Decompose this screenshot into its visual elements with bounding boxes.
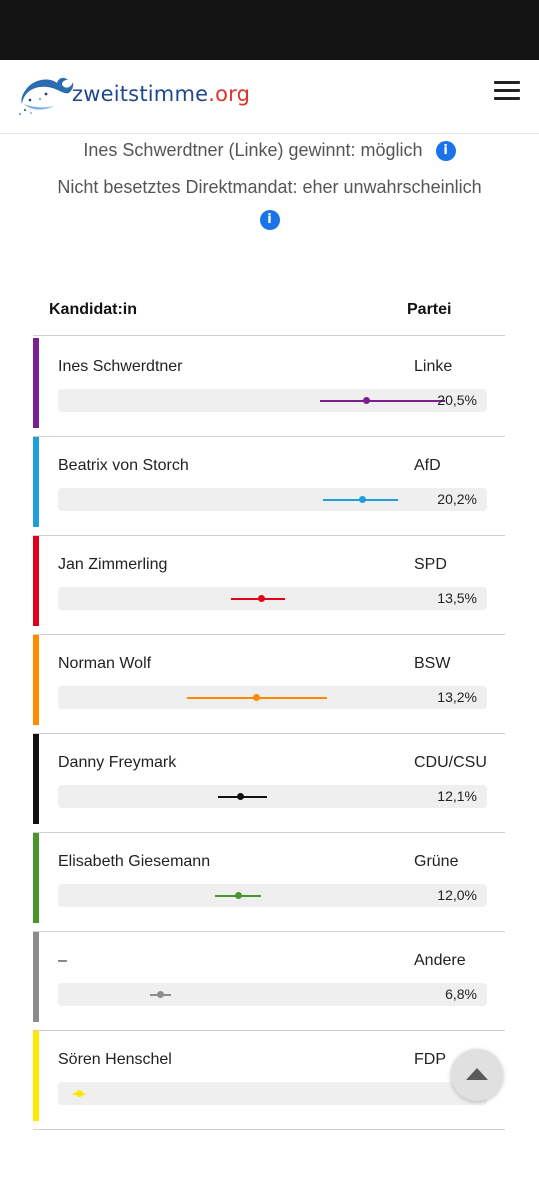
vote-share-track: 13,5% [58,587,487,610]
party-color-stripe [33,932,39,1022]
estimate-point [156,991,164,998]
logo-tld: .org [208,82,251,106]
hamburger-menu-icon[interactable] [494,80,522,102]
winner-prognosis: Ines Schwerdtner (Linke) gewinnt: möglic… [0,140,539,162]
estimate-point [253,694,261,701]
estimate-point [363,397,371,404]
candidate-name: Norman Wolf [58,655,152,672]
mandate-info: i [0,209,539,231]
mandate-prognosis-text: Nicht besetztes Direktmandat: eher unwah… [57,177,482,197]
table-row: Elisabeth Giesemann Grüne 12,0% [33,833,505,932]
party-name: Grüne [414,853,459,870]
candidate-list: Ines Schwerdtner Linke 20,5% Beatrix von St… [33,338,505,1130]
party-color-stripe [33,1031,39,1121]
party-name: AfD [414,457,441,474]
vote-share-track: 20,2% [58,488,487,511]
table-row: Sören Henschel FDP 1, [33,1031,505,1130]
party-color-stripe [33,833,39,923]
table-row: Danny Freymark CDU/CSU 12,1% [33,734,505,833]
estimate-point [236,793,244,800]
vote-share-value: 20,5% [437,392,477,408]
vote-share-track: 1, [58,1082,487,1105]
party-color-stripe [33,635,39,725]
confidence-interval-bar [319,399,445,402]
column-header-candidate: Kandidat:in [49,301,137,318]
mandate-prognosis: Nicht besetztes Direktmandat: eher unwah… [0,177,539,198]
vote-share-track: 13,2% [58,686,487,709]
candidate-name: Jan Zimmerling [58,556,168,573]
estimate-point [257,595,265,602]
vote-share-value: 13,5% [437,590,477,606]
info-icon[interactable]: i [259,210,280,231]
logo-name: zweitstimme [72,82,209,106]
table-row: Beatrix von Storch AfD 20,2% [33,437,505,536]
winner-prognosis-text: Ines Schwerdtner (Linke) gewinnt: möglic… [83,140,423,160]
vote-share-value: 13,2% [437,689,477,705]
party-color-stripe [33,338,39,428]
party-name: FDP [414,1051,446,1068]
vote-share-value: 6,8% [445,986,477,1002]
party-name: Linke [414,358,453,375]
column-header-party: Partei [407,301,452,318]
vote-share-track: 12,0% [58,884,487,907]
party-name: BSW [414,655,451,672]
estimate-point [75,1090,83,1097]
status-bar [0,0,539,60]
candidate-name: Beatrix von Storch [58,457,189,474]
party-name: Andere [414,952,466,969]
vote-share-value: 20,2% [437,491,477,507]
table-row: Ines Schwerdtner Linke 20,5% [33,338,505,437]
vote-share-value: 12,1% [437,788,477,804]
vote-share-track: 12,1% [58,785,487,808]
party-name: CDU/CSU [414,754,487,771]
site-logo-text[interactable]: zweitstimme.org [72,82,250,106]
arrow-up-icon [466,1068,488,1080]
scroll-to-top-button[interactable] [451,1049,503,1101]
site-header: zweitstimme.org [0,60,539,134]
vote-share-value: 12,0% [437,887,477,903]
candidate-name: Ines Schwerdtner [58,358,183,375]
candidate-name: Danny Freymark [58,754,177,771]
party-name: SPD [414,556,447,573]
party-color-stripe [33,734,39,824]
candidate-name: Sören Henschel [58,1051,172,1068]
table-row: – Andere 6,8% [33,932,505,1031]
candidate-name: Elisabeth Giesemann [58,853,211,870]
vote-share-track: 6,8% [58,983,487,1006]
party-color-stripe [33,536,39,626]
whale-logo-icon[interactable] [16,70,76,118]
party-color-stripe [33,437,39,527]
table-row: Norman Wolf BSW 13,2% [33,635,505,734]
info-icon[interactable]: i [435,141,456,162]
estimate-point [358,496,366,503]
candidate-name: – [58,952,67,969]
table-header: Kandidat:in Partei [33,290,505,336]
table-row: Jan Zimmerling SPD 13,5% [33,536,505,635]
vote-share-track: 20,5% [58,389,487,412]
estimate-point [235,892,243,899]
